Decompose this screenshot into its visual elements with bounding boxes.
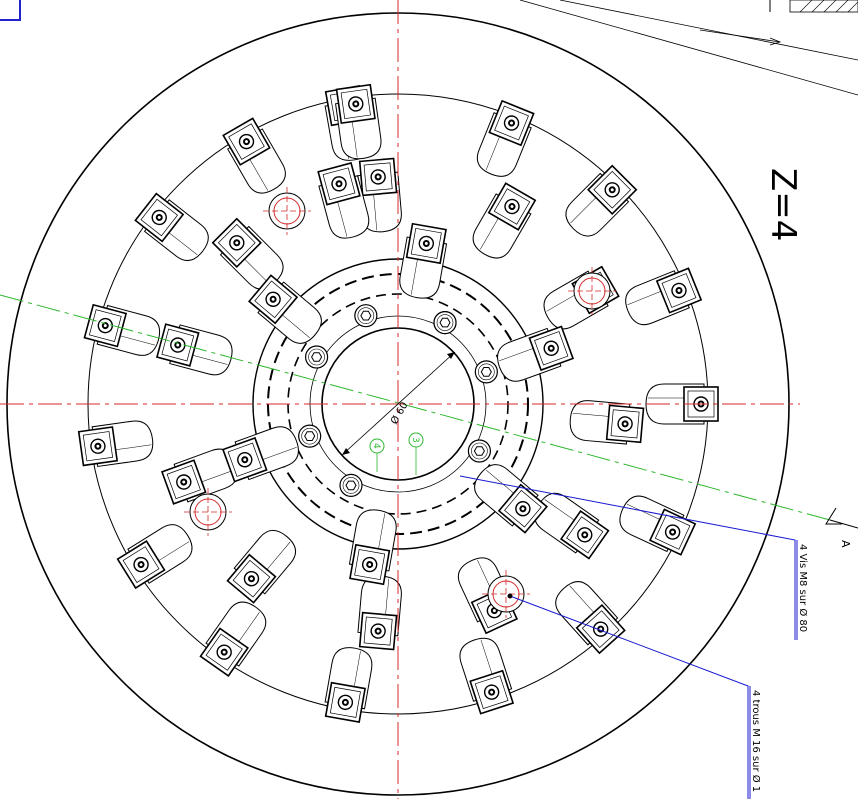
bubble-4: 4 — [369, 438, 385, 472]
socket-screw-7 — [354, 304, 378, 328]
insert-group — [77, 83, 719, 723]
teeth-count-label: Z=4 — [763, 168, 803, 241]
bubble-3: 3 — [408, 432, 424, 475]
callout-screws: 4 Vis M8 sur Ø 80 — [459, 475, 809, 640]
inner-insert-6 — [248, 274, 322, 344]
threaded-hole-3 — [184, 488, 232, 536]
mid-insert-5 — [534, 492, 610, 560]
inner-insert-3 — [474, 464, 548, 534]
socket-screw-2 — [474, 360, 498, 384]
mid-insert-11 — [211, 217, 284, 290]
mid-insert-8 — [226, 529, 296, 604]
mid-insert-9 — [160, 448, 238, 505]
frame-corner — [0, 0, 21, 21]
socket-screw-3 — [467, 439, 492, 463]
socket-screw-8 — [433, 310, 457, 335]
outer-insert-10 — [199, 601, 267, 677]
outer-insert-8 — [459, 637, 515, 715]
callout-holes-label: 4 trous M 16 sur Ø 1 — [750, 690, 762, 792]
bolt-group — [298, 304, 498, 498]
outer-insert-9 — [324, 647, 373, 723]
outer-insert-11 — [116, 524, 193, 590]
mid-insert-10 — [156, 323, 233, 376]
socket-screw-6 — [304, 345, 329, 369]
inner-insert-2 — [497, 325, 575, 382]
thread-hole-group — [184, 187, 616, 618]
outer-insert-2 — [476, 99, 535, 177]
outer-insert-15 — [222, 117, 286, 194]
inner-insert-1 — [399, 222, 448, 299]
mid-insert-2 — [472, 182, 537, 259]
inner-insert-5 — [221, 426, 299, 483]
outer-insert-13 — [83, 303, 161, 356]
threaded-hole-1 — [263, 187, 311, 235]
section-line — [0, 294, 831, 521]
svg-text:4: 4 — [371, 443, 381, 449]
outer-insert-6 — [619, 495, 697, 556]
callout-screws-label: 4 Vis M8 sur Ø 80 — [797, 544, 809, 632]
section-arrow: A — [825, 507, 858, 548]
callout-holes: 4 trous M 16 sur Ø 1 — [507, 593, 762, 799]
outer-insert-4 — [625, 267, 703, 326]
outer-insert-16 — [334, 83, 382, 160]
threaded-hole-4 — [482, 570, 530, 618]
socket-screw-4 — [339, 473, 363, 498]
outer-insert-3 — [565, 164, 638, 237]
mid-insert-12 — [317, 162, 370, 239]
svg-text:3: 3 — [410, 437, 420, 443]
mid-insert-7 — [357, 575, 402, 651]
inner-insert-4 — [348, 509, 397, 586]
section-marker-label: A — [839, 540, 852, 548]
socket-screw-5 — [298, 424, 322, 448]
mid-insert-4 — [569, 400, 645, 445]
threaded-hole-2 — [568, 267, 616, 315]
outer-insert-12 — [77, 420, 154, 468]
section-view-fragment — [519, 0, 858, 96]
outer-insert-14 — [134, 192, 209, 262]
